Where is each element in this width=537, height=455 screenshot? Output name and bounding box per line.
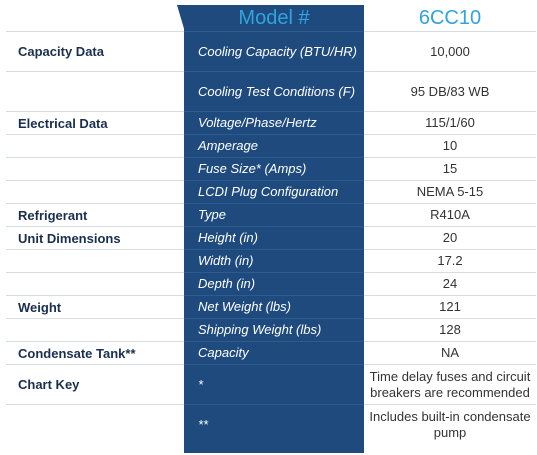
- header-row: Model # 6CC10: [6, 5, 536, 32]
- attribute-value: 115/1/60: [364, 111, 536, 135]
- section-label: Refrigerant: [6, 203, 184, 227]
- table-row: Condensate Tank** Capacity NA: [6, 341, 536, 365]
- model-value: 6CC10: [418, 6, 482, 29]
- table-row: LCDI Plug Configuration NEMA 5-15: [6, 180, 536, 204]
- table-row: Chart Key * Time delay fuses and circuit…: [6, 364, 536, 405]
- section-label: [6, 272, 184, 296]
- table-row: Cooling Test Conditions (F) 95 DB/83 WB: [6, 71, 536, 112]
- section-label: Capacity Data: [6, 31, 184, 72]
- section-label: Chart Key: [6, 364, 184, 405]
- attribute-value: 128: [364, 318, 536, 342]
- table-row: Fuse Size* (Amps) 15: [6, 157, 536, 181]
- section-label: [6, 157, 184, 181]
- section-label: Electrical Data: [6, 111, 184, 135]
- section-label: Condensate Tank**: [6, 341, 184, 365]
- table-row: Weight Net Weight (lbs) 121: [6, 295, 536, 319]
- attribute-value: Includes built-in condensate pump: [364, 404, 536, 445]
- band-notch: [177, 5, 185, 32]
- attribute-value: R410A: [364, 203, 536, 227]
- attribute-label: *: [184, 364, 364, 405]
- section-label: [6, 318, 184, 342]
- attribute-label: Type: [184, 203, 364, 227]
- model-label: Model #: [238, 6, 310, 29]
- attribute-value: 24: [364, 272, 536, 296]
- attribute-value: 17.2: [364, 249, 536, 273]
- table-row: Width (in) 17.2: [6, 249, 536, 273]
- section-label: [6, 404, 184, 445]
- attribute-value: 10,000: [364, 31, 536, 72]
- attribute-label: Voltage/Phase/Hertz: [184, 111, 364, 135]
- attribute-value: NEMA 5-15: [364, 180, 536, 204]
- attribute-label: Capacity: [184, 341, 364, 365]
- attribute-label: Width (in): [184, 249, 364, 273]
- attribute-label: Cooling Capacity (BTU/HR): [184, 31, 364, 72]
- attribute-label: Height (in): [184, 226, 364, 250]
- attribute-label: LCDI Plug Configuration: [184, 180, 364, 204]
- attribute-value: 15: [364, 157, 536, 181]
- section-label: [6, 134, 184, 158]
- section-label: Unit Dimensions: [6, 226, 184, 250]
- attribute-label: Cooling Test Conditions (F): [184, 71, 364, 112]
- section-label: [6, 180, 184, 204]
- section-label: [6, 71, 184, 112]
- attribute-value: 121: [364, 295, 536, 319]
- table-row: Electrical Data Voltage/Phase/Hertz 115/…: [6, 111, 536, 135]
- table-row: Unit Dimensions Height (in) 20: [6, 226, 536, 250]
- attribute-value: NA: [364, 341, 536, 365]
- attribute-value: 20: [364, 226, 536, 250]
- table-row: Amperage 10: [6, 134, 536, 158]
- table-row: Refrigerant Type R410A: [6, 203, 536, 227]
- table-row: Shipping Weight (lbs) 128: [6, 318, 536, 342]
- attribute-value: 95 DB/83 WB: [364, 71, 536, 112]
- table-row: Capacity Data Cooling Capacity (BTU/HR) …: [6, 31, 536, 72]
- attribute-label: Depth (in): [184, 272, 364, 296]
- table-row: ** Includes built-in condensate pump: [6, 404, 536, 445]
- attribute-label: Net Weight (lbs): [184, 295, 364, 319]
- attribute-label: **: [184, 404, 364, 445]
- attribute-value: Time delay fuses and circuit breakers ar…: [364, 364, 536, 405]
- section-label: Weight: [6, 295, 184, 319]
- section-label: [6, 249, 184, 273]
- attribute-label: Amperage: [184, 134, 364, 158]
- spec-table: Model # 6CC10 Capacity Data Cooling Capa…: [6, 5, 536, 445]
- table-row: Depth (in) 24: [6, 272, 536, 296]
- attribute-label: Shipping Weight (lbs): [184, 318, 364, 342]
- attribute-value: 10: [364, 134, 536, 158]
- attribute-label: Fuse Size* (Amps): [184, 157, 364, 181]
